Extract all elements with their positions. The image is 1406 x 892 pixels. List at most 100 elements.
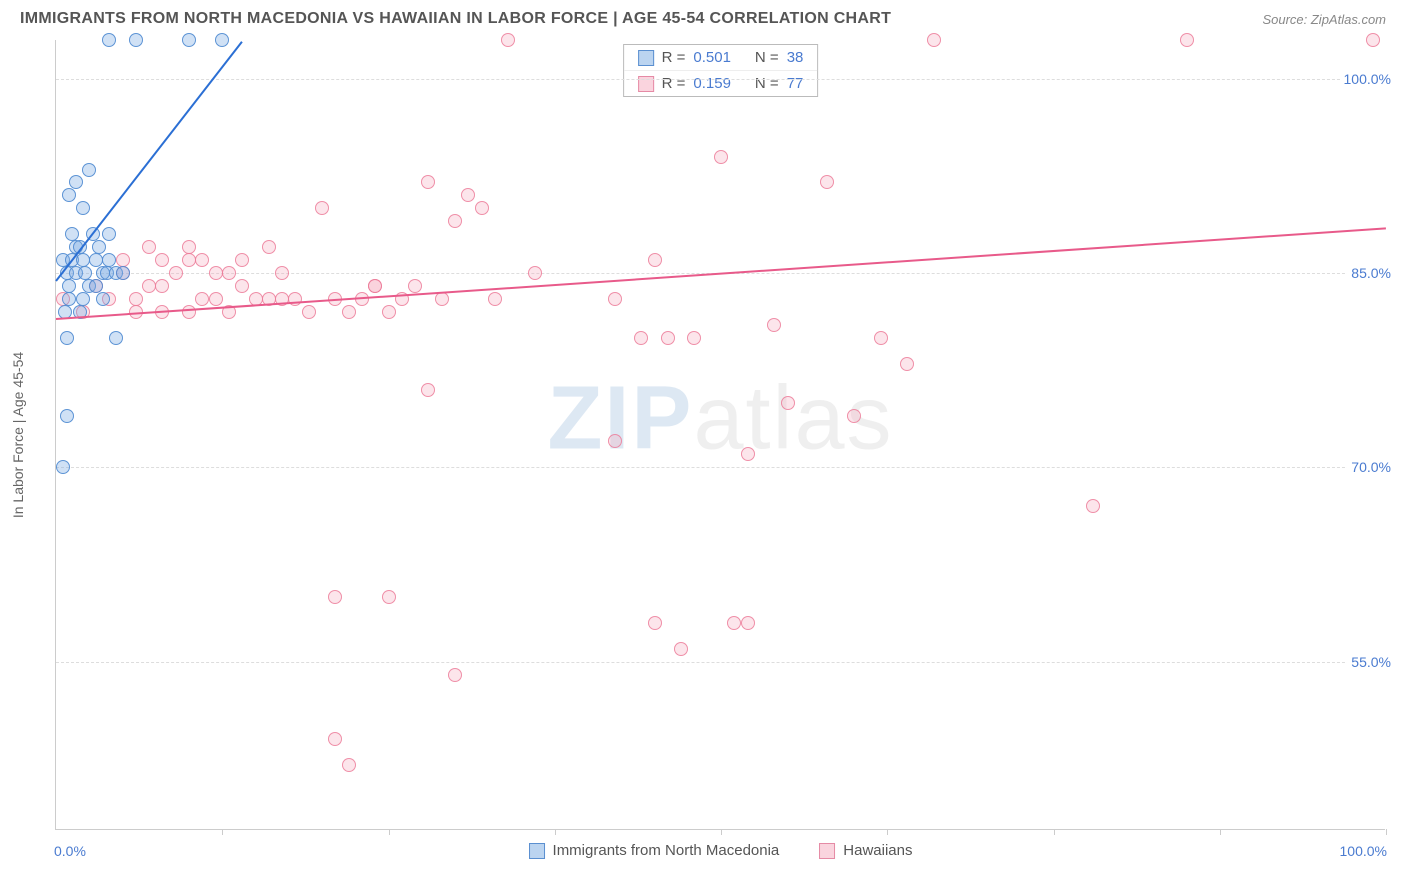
bottom-swatch-blue (529, 843, 545, 859)
scatter-point-pink (182, 253, 196, 267)
scatter-point-pink (235, 279, 249, 293)
scatter-point-blue (89, 279, 103, 293)
scatter-point-pink (448, 214, 462, 228)
scatter-point-pink (342, 305, 356, 319)
x-max-label: 100.0% (1340, 843, 1387, 859)
scatter-point-pink (116, 253, 130, 267)
scatter-point-pink (501, 33, 515, 47)
scatter-point-pink (1180, 33, 1194, 47)
scatter-point-blue (60, 409, 74, 423)
x-tick (222, 829, 223, 835)
scatter-point-pink (209, 266, 223, 280)
scatter-point-pink (382, 590, 396, 604)
scatter-point-blue (89, 253, 103, 267)
bottom-legend: Immigrants from North Macedonia Hawaiian… (529, 842, 913, 859)
scatter-point-pink (767, 318, 781, 332)
scatter-point-blue (56, 460, 70, 474)
legend-swatch-blue (638, 50, 654, 66)
scatter-point-blue (102, 253, 116, 267)
scatter-point-pink (608, 434, 622, 448)
scatter-point-pink (648, 253, 662, 267)
scatter-point-pink (1086, 499, 1100, 513)
scatter-point-blue (92, 240, 106, 254)
scatter-point-pink (328, 590, 342, 604)
scatter-point-pink (874, 331, 888, 345)
scatter-point-pink (182, 240, 196, 254)
scatter-point-pink (847, 409, 861, 423)
scatter-point-pink (741, 447, 755, 461)
scatter-point-pink (195, 253, 209, 267)
scatter-point-pink (195, 292, 209, 306)
gridline (56, 662, 1385, 663)
legend-row-pink: R = 0.159 N = 77 (624, 70, 818, 96)
scatter-point-pink (235, 253, 249, 267)
scatter-point-pink (342, 758, 356, 772)
scatter-point-pink (727, 616, 741, 630)
plot-area: ZIPatlas In Labor Force | Age 45-54 R = … (55, 40, 1385, 830)
scatter-point-blue (69, 175, 83, 189)
scatter-point-blue (76, 201, 90, 215)
scatter-point-pink (648, 616, 662, 630)
chart-source: Source: ZipAtlas.com (1262, 12, 1386, 27)
chart-header: IMMIGRANTS FROM NORTH MACEDONIA VS HAWAI… (0, 0, 1406, 36)
scatter-point-pink (528, 266, 542, 280)
scatter-point-pink (475, 201, 489, 215)
legend-box: R = 0.501 N = 38 R = 0.159 N = 77 (623, 44, 819, 97)
x-tick (389, 829, 390, 835)
scatter-point-pink (608, 292, 622, 306)
scatter-point-pink (1366, 33, 1380, 47)
watermark: ZIPatlas (547, 367, 893, 470)
x-min-label: 0.0% (54, 843, 86, 859)
scatter-point-blue (96, 292, 110, 306)
scatter-point-pink (155, 279, 169, 293)
trend-line-pink (56, 228, 1386, 321)
scatter-point-blue (109, 331, 123, 345)
scatter-point-pink (741, 616, 755, 630)
scatter-point-pink (634, 331, 648, 345)
scatter-point-pink (820, 175, 834, 189)
scatter-point-pink (142, 240, 156, 254)
scatter-point-pink (714, 150, 728, 164)
scatter-point-pink (302, 305, 316, 319)
scatter-point-blue (62, 188, 76, 202)
chart-title: IMMIGRANTS FROM NORTH MACEDONIA VS HAWAI… (20, 10, 891, 28)
scatter-point-pink (461, 188, 475, 202)
y-tick-label: 100.0% (1340, 71, 1395, 87)
y-tick-label: 85.0% (1347, 265, 1395, 281)
scatter-point-blue (76, 253, 90, 267)
scatter-point-pink (421, 175, 435, 189)
scatter-point-pink (142, 279, 156, 293)
scatter-point-pink (368, 279, 382, 293)
scatter-point-pink (182, 305, 196, 319)
scatter-point-pink (262, 240, 276, 254)
scatter-point-pink (488, 292, 502, 306)
scatter-point-blue (76, 292, 90, 306)
y-tick-label: 70.0% (1347, 459, 1395, 475)
scatter-point-pink (209, 292, 223, 306)
x-tick (555, 829, 556, 835)
x-tick (887, 829, 888, 835)
scatter-point-pink (435, 292, 449, 306)
scatter-point-blue (215, 33, 229, 47)
scatter-point-pink (781, 396, 795, 410)
x-tick (1220, 829, 1221, 835)
scatter-point-pink (927, 33, 941, 47)
scatter-point-pink (900, 357, 914, 371)
bottom-swatch-pink (819, 843, 835, 859)
scatter-point-blue (62, 279, 76, 293)
scatter-point-pink (421, 383, 435, 397)
scatter-point-pink (169, 266, 183, 280)
x-tick (721, 829, 722, 835)
bottom-legend-blue: Immigrants from North Macedonia (529, 842, 780, 859)
legend-row-blue: R = 0.501 N = 38 (624, 45, 818, 70)
scatter-point-pink (275, 266, 289, 280)
x-tick (1054, 829, 1055, 835)
scatter-point-blue (129, 33, 143, 47)
scatter-point-blue (102, 227, 116, 241)
scatter-point-pink (687, 331, 701, 345)
chart-area: ZIPatlas In Labor Force | Age 45-54 R = … (55, 40, 1385, 830)
scatter-point-blue (182, 33, 196, 47)
scatter-point-pink (408, 279, 422, 293)
y-axis-label: In Labor Force | Age 45-54 (10, 351, 26, 517)
scatter-point-pink (382, 305, 396, 319)
